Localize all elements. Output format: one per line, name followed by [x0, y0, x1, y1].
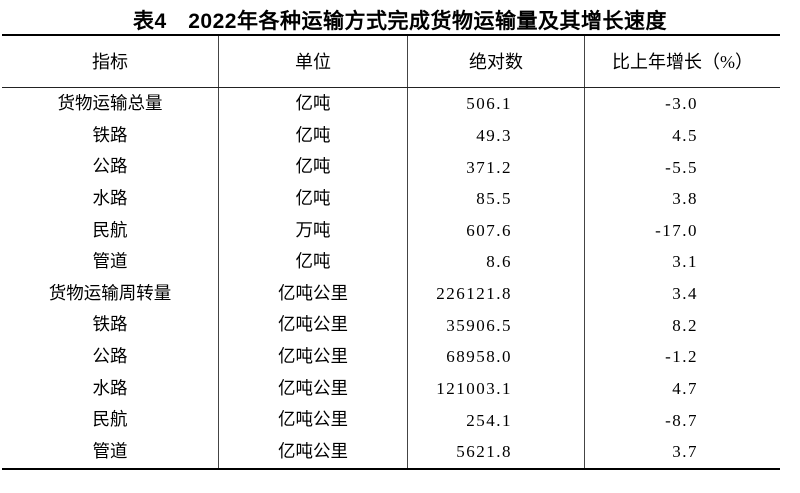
table-header-row: 指标 单位 绝对数 比上年增长（%） [2, 36, 780, 88]
indicator-cell: 货物运输总量 [2, 88, 219, 120]
growth-value-cell: -17.0 [655, 220, 698, 240]
growth-value-cell: 3.8 [672, 189, 698, 209]
table-row: 民航 万吨 607.6 -17.0 [2, 214, 780, 247]
absolute-value-cell: 121003.1 [408, 372, 585, 405]
table-body: 货物运输总量 亿吨 506.1 -3.0 铁路 亿吨 49.3 4.5 公路 亿… [2, 88, 780, 468]
unit-cell: 亿吨 [219, 151, 408, 183]
absolute-value-cell: 49.3 [408, 119, 585, 152]
indicator-cell: 铁路 [2, 119, 219, 152]
unit-cell: 亿吨 [219, 246, 408, 278]
table-row: 水路 亿吨 85.5 3.8 [2, 182, 780, 215]
table-row: 公路 亿吨 371.2 -5.5 [2, 151, 780, 183]
column-header-indicator: 指标 [2, 36, 219, 87]
column-header-absolute-number: 绝对数 [408, 36, 585, 87]
indicator-cell: 铁路 [2, 309, 219, 341]
freight-volume-table: 指标 单位 绝对数 比上年增长（%） 货物运输总量 亿吨 506.1 -3.0 … [2, 34, 780, 470]
growth-value-cell: 3.7 [672, 442, 698, 462]
table-row: 铁路 亿吨公里 35906.5 8.2 [2, 309, 780, 341]
table-row: 管道 亿吨 8.6 3.1 [2, 246, 780, 278]
table-row: 水路 亿吨公里 121003.1 4.7 [2, 372, 780, 405]
indicator-cell: 管道 [2, 435, 219, 468]
table-row: 货物运输周转量 亿吨公里 226121.8 3.4 [2, 277, 780, 310]
table-row: 铁路 亿吨 49.3 4.5 [2, 119, 780, 152]
table-row: 公路 亿吨公里 68958.0 -1.2 [2, 341, 780, 373]
column-header-growth-over-previous-year: 比上年增长（%） [612, 51, 753, 72]
indicator-cell: 民航 [2, 214, 219, 247]
growth-value-cell: -8.7 [665, 410, 698, 430]
growth-value-cell: 4.7 [672, 378, 698, 398]
indicator-cell: 水路 [2, 182, 219, 215]
unit-cell: 亿吨公里 [219, 341, 408, 373]
table-title: 表4 2022年各种运输方式完成货物运输量及其增长速度 [133, 10, 667, 33]
unit-cell: 万吨 [219, 214, 408, 247]
absolute-value-cell: 85.5 [408, 182, 585, 215]
unit-cell: 亿吨公里 [219, 277, 408, 310]
table-row: 民航 亿吨公里 254.1 -8.7 [2, 404, 780, 436]
absolute-value-cell: 254.1 [408, 404, 585, 436]
unit-cell: 亿吨公里 [219, 404, 408, 436]
unit-cell: 亿吨公里 [219, 309, 408, 341]
indicator-cell: 民航 [2, 404, 219, 436]
unit-cell: 亿吨 [219, 88, 408, 120]
absolute-value-cell: 8.6 [408, 246, 585, 278]
absolute-value-cell: 226121.8 [408, 277, 585, 310]
table-row: 货物运输总量 亿吨 506.1 -3.0 [2, 88, 780, 120]
growth-value-cell: 8.2 [672, 315, 698, 335]
absolute-value-cell: 35906.5 [408, 309, 585, 341]
indicator-cell: 管道 [2, 246, 219, 278]
growth-value-cell: 3.4 [672, 284, 698, 304]
indicator-cell: 公路 [2, 341, 219, 373]
growth-value-cell: -5.5 [665, 157, 698, 177]
absolute-value-cell: 506.1 [408, 88, 585, 120]
unit-cell: 亿吨公里 [219, 372, 408, 405]
indicator-cell: 公路 [2, 151, 219, 183]
indicator-cell: 水路 [2, 372, 219, 405]
growth-value-cell: 4.5 [672, 125, 698, 145]
absolute-value-cell: 5621.8 [408, 435, 585, 468]
absolute-value-cell: 68958.0 [408, 341, 585, 373]
table-row: 管道 亿吨公里 5621.8 3.7 [2, 435, 780, 468]
unit-cell: 亿吨 [219, 182, 408, 215]
absolute-value-cell: 607.6 [408, 214, 585, 247]
growth-value-cell: 3.1 [672, 252, 698, 272]
column-header-unit: 单位 [219, 36, 408, 87]
growth-value-cell: -1.2 [665, 347, 698, 367]
growth-value-cell: -3.0 [665, 94, 698, 114]
indicator-cell: 货物运输周转量 [2, 277, 219, 310]
unit-cell: 亿吨 [219, 119, 408, 152]
absolute-value-cell: 371.2 [408, 151, 585, 183]
unit-cell: 亿吨公里 [219, 435, 408, 468]
